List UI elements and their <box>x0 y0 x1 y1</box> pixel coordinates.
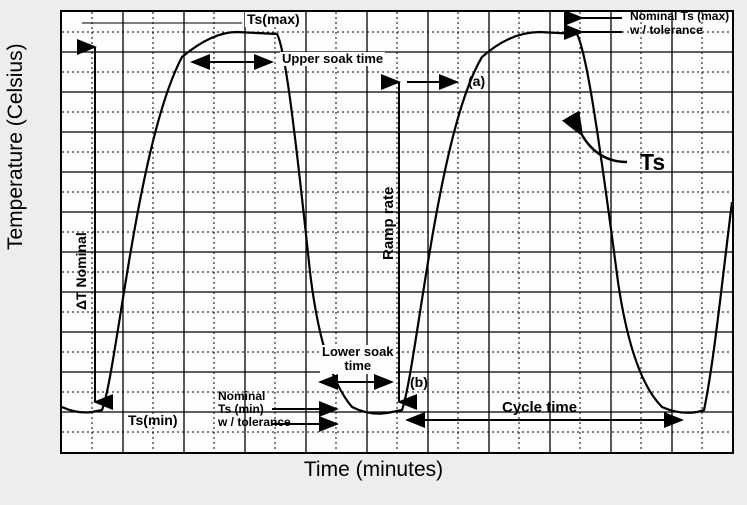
lower-soak-l1: Lower soak <box>322 344 394 359</box>
cycle-time-label: Cycle time <box>502 400 577 417</box>
ts-label: Ts <box>640 150 665 175</box>
dt-nominal-label: ΔT Nominal <box>74 232 89 310</box>
ts-pointer-arrow <box>582 135 627 162</box>
nominal-tsmax-tol: w / tolerance <box>630 24 703 37</box>
marker-b-label: (b) <box>410 375 428 390</box>
tsmax-label: Ts(max) <box>245 12 302 27</box>
tsmin-label: Ts(min) <box>128 413 178 428</box>
ramp-rate-label: Ramp rate <box>381 187 398 260</box>
lower-soak-label: Lower soak time <box>320 345 396 374</box>
lower-soak-l2: time <box>344 358 371 373</box>
nominal-tsmax-label: Nominal Ts (max) <box>630 10 729 23</box>
x-axis-label: Time (minutes) <box>0 458 747 482</box>
upper-soak-label: Upper soak time <box>280 52 385 66</box>
marker-a-label: (a) <box>468 74 485 89</box>
y-axis-label: Temperature (Celsius) <box>4 43 28 250</box>
nominal-tsmin-tol: w / tolerance <box>218 416 291 429</box>
